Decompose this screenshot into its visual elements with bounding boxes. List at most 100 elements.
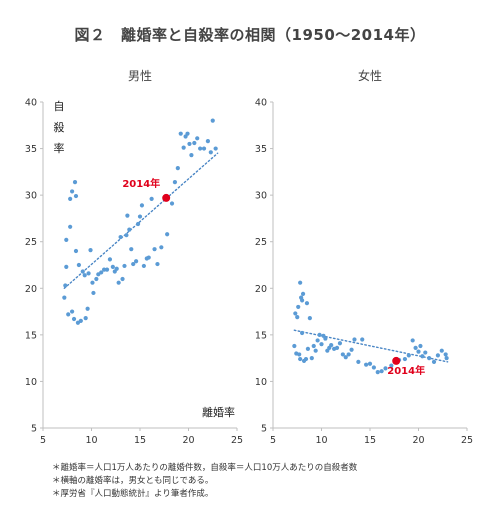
data-point xyxy=(91,290,96,296)
data-point xyxy=(72,180,78,185)
data-point xyxy=(305,346,311,351)
data-point xyxy=(127,227,132,232)
data-point xyxy=(371,365,376,370)
x-tick-label: 25 xyxy=(461,435,473,446)
data-point xyxy=(323,336,328,341)
data-point xyxy=(402,356,408,362)
data-point xyxy=(198,146,203,151)
data-point xyxy=(125,213,130,218)
data-point xyxy=(169,201,175,206)
data-point xyxy=(172,180,178,185)
data-point xyxy=(307,315,312,321)
y-tick-label: 5 xyxy=(261,424,267,435)
data-point xyxy=(107,257,113,262)
data-point xyxy=(346,352,351,357)
data-point xyxy=(76,262,81,268)
data-point xyxy=(360,337,365,342)
data-point xyxy=(85,306,90,311)
data-point xyxy=(444,356,449,361)
data-point xyxy=(352,337,357,342)
y-tick-label: 35 xyxy=(25,144,37,155)
data-point xyxy=(201,146,207,151)
y-tick-label: 25 xyxy=(25,237,37,248)
y-tick-label: 20 xyxy=(255,284,267,295)
data-point xyxy=(315,338,320,343)
note-axis: ＊横軸の離婚率は，男女とも同じである。 xyxy=(52,476,214,486)
data-point xyxy=(165,232,170,237)
data-point xyxy=(116,280,121,285)
data-point xyxy=(296,304,301,310)
data-point xyxy=(149,196,154,201)
highlight-point-2014 xyxy=(392,356,401,365)
data-point xyxy=(379,369,384,374)
data-point xyxy=(349,347,354,352)
data-point xyxy=(334,345,340,350)
data-point xyxy=(364,362,369,367)
page-title: 図２ 離婚率と自殺率の相関（1950〜2014年） xyxy=(74,26,426,44)
data-point xyxy=(71,316,77,322)
highlight-label-2014: 2014年 xyxy=(387,364,425,377)
data-point xyxy=(104,267,110,272)
note-source: ＊厚労省『人口動態統計』より筆者作成。 xyxy=(52,489,214,499)
y-tick-label: 10 xyxy=(25,377,37,388)
data-point xyxy=(298,280,303,285)
y-tick-label: 35 xyxy=(255,144,267,155)
x-tick-label: 10 xyxy=(315,435,327,446)
data-point xyxy=(189,152,194,158)
data-point xyxy=(205,139,210,144)
data-point xyxy=(102,267,107,272)
data-point xyxy=(416,349,421,354)
data-point xyxy=(175,166,180,171)
data-point xyxy=(78,318,83,323)
data-point xyxy=(292,343,297,349)
data-point xyxy=(178,131,183,136)
data-point xyxy=(94,276,99,282)
data-point xyxy=(309,356,314,361)
y-tick-label: 40 xyxy=(255,98,267,109)
data-point xyxy=(159,245,164,250)
data-point xyxy=(90,280,95,285)
data-point xyxy=(431,359,437,364)
data-point xyxy=(210,118,215,123)
chart-female: 女性 5 10 15 20 25 30 35 40 5 10 15 20 25 2014年 xyxy=(255,68,473,446)
highlight-point-2014 xyxy=(162,193,171,202)
data-point xyxy=(406,353,411,358)
x-tick-label: 10 xyxy=(85,435,97,446)
data-point xyxy=(73,193,79,199)
data-point xyxy=(427,356,432,361)
data-point xyxy=(337,341,343,346)
data-point xyxy=(152,247,157,252)
trendline xyxy=(63,152,219,289)
y-axis-label-char: 自 xyxy=(54,100,65,113)
data-point xyxy=(86,271,91,276)
note-definition: ＊離婚率＝人口1万人あたりの離婚件数，自殺率＝人口10万人あたりの自殺者数 xyxy=(52,463,358,473)
x-tick-label: 20 xyxy=(412,435,424,446)
data-point xyxy=(195,136,200,141)
y-tick-label: 5 xyxy=(31,424,37,435)
data-point xyxy=(66,312,71,317)
y-tick-label: 25 xyxy=(255,237,267,248)
data-point xyxy=(63,283,68,288)
data-point xyxy=(356,359,361,364)
data-point xyxy=(343,355,348,360)
data-point xyxy=(375,370,380,375)
data-point xyxy=(300,330,305,336)
y-tick-label: 30 xyxy=(255,191,267,202)
data-point xyxy=(418,343,423,349)
notes: ＊離婚率＝人口1万人あたりの離婚件数，自殺率＝人口10万人あたりの自殺者数 ＊横… xyxy=(52,462,492,501)
data-point xyxy=(70,309,75,314)
data-point xyxy=(329,343,334,348)
x-tick-label: 5 xyxy=(270,435,276,446)
data-point xyxy=(73,248,79,254)
y-tick-label: 10 xyxy=(255,377,267,388)
chart-title: 女性 xyxy=(358,68,382,83)
data-point xyxy=(64,237,69,242)
data-point xyxy=(99,270,104,275)
data-point xyxy=(118,234,123,240)
data-point xyxy=(311,343,316,349)
data-point xyxy=(300,298,305,303)
data-point xyxy=(313,348,318,353)
data-point xyxy=(317,332,322,337)
x-tick-label: 20 xyxy=(182,435,194,446)
